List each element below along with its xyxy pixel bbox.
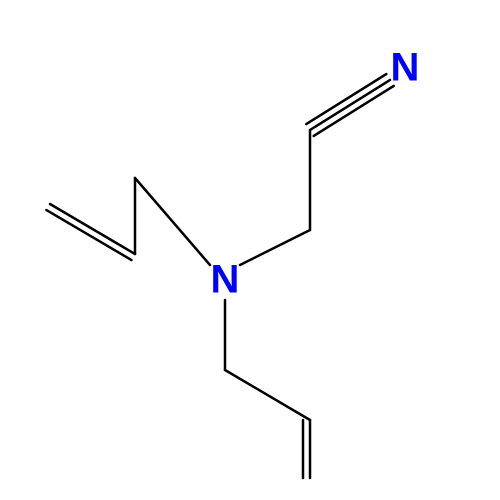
molecule-canvas bbox=[0, 0, 500, 500]
amine-nitrogen-label: N bbox=[211, 258, 240, 303]
nitrile-nitrogen-label: N bbox=[391, 46, 420, 91]
